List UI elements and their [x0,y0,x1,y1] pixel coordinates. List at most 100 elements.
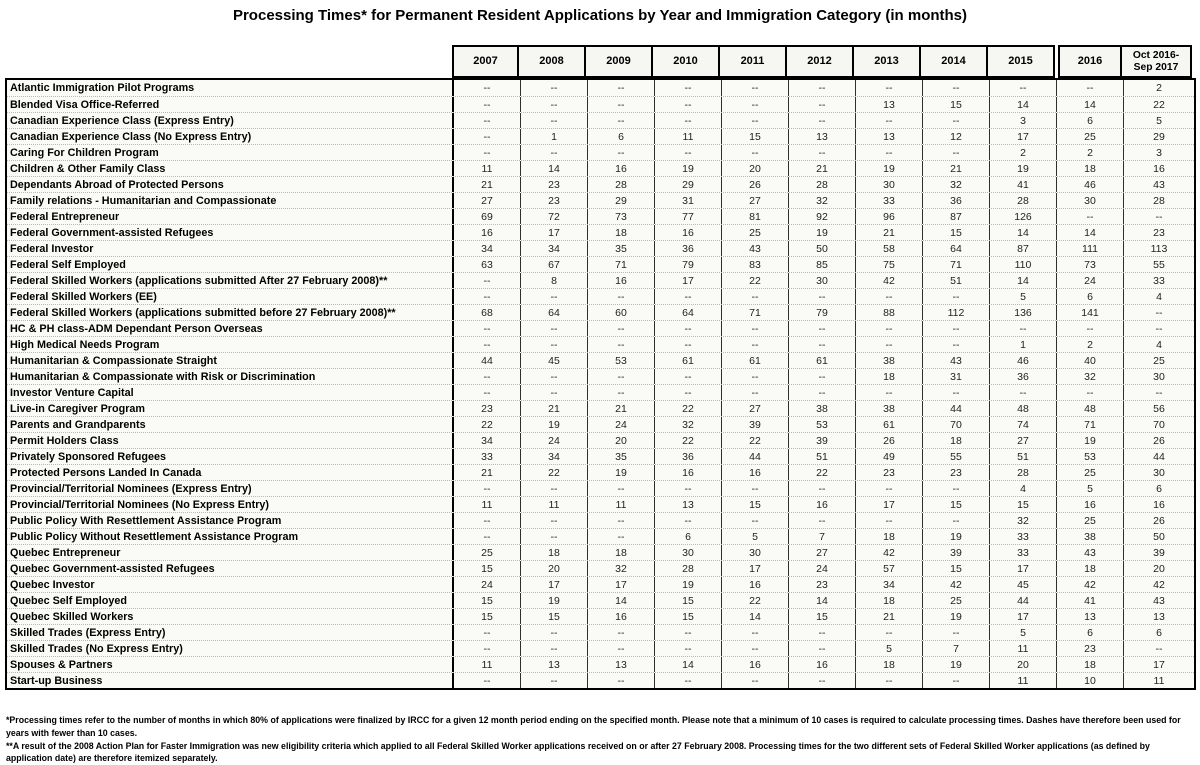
value-cell: 2 [1057,145,1124,160]
value-cell: 15 [990,497,1057,512]
value-cell: 38 [856,401,923,416]
row-label: Blended Visa Office-Referred [7,97,454,112]
value-cell: 19 [1057,433,1124,448]
value-cell: 64 [923,241,990,256]
value-cell: 44 [722,449,789,464]
year-header-cell: 2008 [519,45,586,78]
value-cell: 15 [923,97,990,112]
value-cell: 53 [1057,449,1124,464]
value-cell: 13 [655,497,722,512]
value-cell: -- [789,289,856,304]
value-cell: -- [521,321,588,336]
value-cell: 13 [588,657,655,672]
value-cell: -- [454,273,521,288]
value-cell: 5 [990,289,1057,304]
value-cell: -- [856,385,923,400]
value-cell: 71 [923,257,990,272]
value-cell: 32 [923,177,990,192]
value-cell: 6 [1057,289,1124,304]
value-cell: 58 [856,241,923,256]
value-cell: 5 [856,641,923,656]
value-cell: 34 [521,449,588,464]
row-label: Provincial/Territorial Nominees (No Expr… [7,497,454,512]
row-label: Skilled Trades (Express Entry) [7,625,454,640]
value-cell: -- [521,641,588,656]
value-cell: 28 [588,177,655,192]
value-cell: 43 [923,353,990,368]
value-cell: 34 [856,577,923,592]
footnote-2: **A result of the 2008 Action Plan for F… [6,740,1192,765]
value-cell: 20 [521,561,588,576]
value-cell: 45 [990,577,1057,592]
value-cell: 45 [521,353,588,368]
value-cell: 27 [990,433,1057,448]
value-cell: 15 [923,225,990,240]
value-cell: -- [588,641,655,656]
value-cell: -- [722,321,789,336]
value-cell: 11 [454,657,521,672]
value-cell: 55 [1124,257,1194,272]
row-label: Quebec Entrepreneur [7,545,454,560]
value-cell: 49 [856,449,923,464]
value-cell: -- [521,369,588,384]
value-cell: -- [588,97,655,112]
table-row: Provincial/Territorial Nominees (Express… [7,480,1194,496]
value-cell: 25 [454,545,521,560]
row-label: Investor Venture Capital [7,385,454,400]
value-cell: 17 [856,497,923,512]
year-header-cell: 2011 [720,45,787,78]
value-cell: -- [789,625,856,640]
value-cell: -- [454,129,521,144]
value-cell: 30 [722,545,789,560]
row-label: Federal Government-assisted Refugees [7,225,454,240]
value-cell: 23 [856,465,923,480]
value-cell: 17 [990,129,1057,144]
table-row: Skilled Trades (No Express Entry)-------… [7,640,1194,656]
value-cell: 17 [521,577,588,592]
value-cell: -- [521,625,588,640]
value-cell: -- [1124,641,1194,656]
value-cell: -- [521,513,588,528]
value-cell: -- [454,529,521,544]
row-label: Humanitarian & Compassionate with Risk o… [7,369,454,384]
value-cell: -- [454,289,521,304]
row-label: Dependants Abroad of Protected Persons [7,177,454,192]
value-cell: 15 [923,497,990,512]
value-cell: 14 [990,225,1057,240]
value-cell: 18 [856,529,923,544]
value-cell: -- [789,481,856,496]
value-cell: -- [923,321,990,336]
year-header-cell: Oct 2016-Sep 2017 [1122,45,1192,78]
value-cell: 15 [655,593,722,608]
value-cell: -- [722,385,789,400]
value-cell: 48 [990,401,1057,416]
value-cell: -- [454,385,521,400]
row-label: HC & PH class-ADM Dependant Person Overs… [7,321,454,336]
value-cell: 44 [990,593,1057,608]
value-cell: 141 [1057,305,1124,320]
value-cell: 26 [1124,433,1194,448]
value-cell: 14 [789,593,856,608]
value-cell: -- [923,673,990,688]
value-cell: 22 [655,401,722,416]
value-cell: -- [521,97,588,112]
value-cell: 35 [588,241,655,256]
value-cell: -- [454,513,521,528]
value-cell: 36 [655,241,722,256]
value-cell: 88 [856,305,923,320]
value-cell: 22 [1124,97,1194,112]
value-cell: 2 [1124,80,1194,96]
row-label: Children & Other Family Class [7,161,454,176]
value-cell: 11 [588,497,655,512]
value-cell: 25 [1057,465,1124,480]
value-cell: -- [789,369,856,384]
value-cell: 23 [789,577,856,592]
value-cell: -- [789,337,856,352]
value-cell: -- [722,145,789,160]
value-cell: 39 [923,545,990,560]
row-label: Public Policy With Resettlement Assistan… [7,513,454,528]
value-cell: 16 [722,657,789,672]
